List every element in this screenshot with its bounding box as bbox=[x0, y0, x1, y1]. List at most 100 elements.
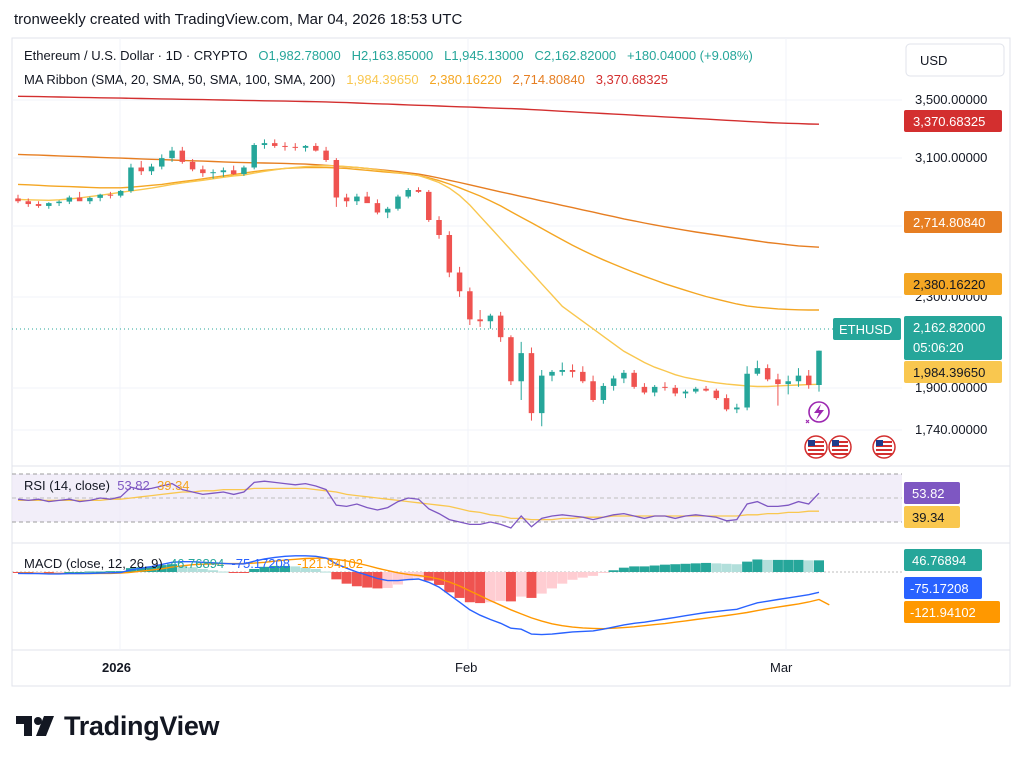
ma100-price-label: 2,714.80840 bbox=[904, 211, 1002, 233]
candle-body bbox=[436, 220, 442, 235]
candle-body bbox=[230, 170, 237, 175]
candle-body bbox=[764, 368, 771, 380]
event-us-flag-icon[interactable] bbox=[828, 435, 852, 459]
candle-body bbox=[610, 378, 617, 386]
macd-histogram-bar bbox=[167, 564, 178, 572]
event-us-flag-icon[interactable] bbox=[872, 435, 896, 459]
macd-histogram-bar bbox=[115, 571, 126, 573]
macd-histogram-bar bbox=[187, 567, 198, 572]
macd-histogram-bar bbox=[814, 560, 824, 572]
signal-value-text: -121.94102 bbox=[910, 605, 976, 620]
rsi-name: RSI (14, close) bbox=[24, 478, 110, 493]
macd-histogram-bar bbox=[659, 564, 670, 572]
candle-body bbox=[569, 370, 576, 372]
candle-body bbox=[179, 150, 186, 162]
tradingview-logo[interactable]: TradingView bbox=[16, 706, 220, 746]
change-value: +180.04000 (+9.08%) bbox=[627, 48, 753, 63]
ma100-price-text: 2,714.80840 bbox=[913, 215, 985, 230]
macd-hist-value-text: 46.76894 bbox=[912, 553, 966, 568]
macd-histogram-bar bbox=[505, 572, 516, 602]
candle-body bbox=[354, 196, 360, 202]
macd-histogram-bar bbox=[269, 565, 280, 572]
macd-histogram-bar bbox=[43, 572, 54, 573]
time-axis[interactable]: 2026 Feb Mar bbox=[102, 660, 793, 675]
candle-body bbox=[446, 235, 453, 273]
time-label: Mar bbox=[770, 660, 793, 675]
macd-histogram-bar bbox=[639, 566, 650, 572]
macd-histogram-bar bbox=[711, 563, 722, 572]
macd-histogram-bar bbox=[33, 572, 44, 573]
candle-body bbox=[703, 388, 709, 391]
signal-legend-value: -121.94102 bbox=[297, 556, 363, 571]
ma200-legend-value: 3,370.68325 bbox=[595, 72, 668, 87]
macd-histogram-bar bbox=[618, 567, 629, 572]
macd-histogram-bar bbox=[331, 572, 342, 580]
macd-histogram-bar bbox=[536, 572, 547, 594]
ma-ribbon-legend[interactable]: MA Ribbon (SMA, 20, SMA, 50, SMA, 100, S… bbox=[24, 72, 668, 87]
candle-body bbox=[251, 145, 257, 168]
candle-body bbox=[333, 160, 340, 198]
rsi-legend[interactable]: RSI (14, close) 53.82 39.34 bbox=[24, 478, 190, 493]
macd-histogram-bar bbox=[670, 564, 681, 572]
macd-histogram-bar bbox=[95, 571, 106, 573]
macd-histogram-bar bbox=[516, 572, 527, 597]
candle-body bbox=[426, 191, 432, 220]
candle-body bbox=[261, 143, 268, 145]
time-label: 2026 bbox=[102, 660, 131, 675]
price-axis[interactable]: 3,500.00000 3,100.00000 2,300.00000 1,90… bbox=[915, 92, 987, 437]
candle-body bbox=[87, 197, 93, 202]
indicator-lines bbox=[17, 480, 830, 636]
candle-body bbox=[374, 203, 381, 213]
macd-histogram-bar bbox=[228, 572, 239, 573]
candle-body bbox=[600, 385, 607, 400]
last-price-text: 2,162.82000 bbox=[913, 320, 985, 335]
macd-histogram-bar bbox=[464, 572, 475, 603]
candle-body bbox=[590, 381, 596, 400]
candle-body bbox=[631, 372, 637, 387]
candle-body bbox=[323, 150, 329, 160]
candle-body bbox=[241, 167, 247, 175]
event-lightning-icon[interactable] bbox=[805, 401, 830, 424]
tradingview-logo-text: TradingView bbox=[64, 710, 220, 741]
low-value: L1,945.13000 bbox=[444, 48, 524, 63]
macd-line bbox=[17, 555, 820, 636]
candlestick-series bbox=[15, 139, 822, 427]
candle-body bbox=[549, 371, 555, 376]
attribution-text: tronweekly created with TradingView.com,… bbox=[14, 11, 463, 28]
symbol-legend[interactable]: Ethereum / U.S. Dollar · 1D · CRYPTO O1,… bbox=[24, 48, 753, 63]
candle-body bbox=[405, 190, 411, 197]
ma20-line bbox=[17, 164, 820, 388]
currency-selector[interactable]: USD bbox=[905, 43, 1005, 77]
currency-label: USD bbox=[920, 53, 947, 68]
macd-histogram-bar bbox=[783, 559, 794, 572]
macd-value-label: -75.17208 bbox=[904, 577, 982, 599]
macd-histogram-bar bbox=[721, 563, 732, 572]
candle-body bbox=[723, 398, 730, 410]
macd-histogram-bar bbox=[598, 572, 609, 573]
candle-body bbox=[138, 167, 144, 172]
ma20-price-text: 1,984.39650 bbox=[913, 365, 985, 380]
price-tick: 3,500.00000 bbox=[915, 92, 987, 107]
macd-legend[interactable]: MACD (close, 12, 26, 9) 46.76894 -75.172… bbox=[24, 556, 363, 571]
macd-histogram-bar bbox=[608, 570, 619, 572]
macd-histogram-bar bbox=[680, 563, 691, 572]
rsi-ma-value-text: 39.34 bbox=[912, 510, 945, 525]
candle-body bbox=[220, 170, 227, 173]
macd-histogram-bar bbox=[280, 565, 290, 572]
candle-body bbox=[66, 197, 73, 202]
ma50-legend-value: 2,380.16220 bbox=[429, 72, 502, 87]
candle-body bbox=[395, 196, 401, 209]
candle-body bbox=[200, 169, 206, 174]
candle-body bbox=[508, 337, 514, 382]
ma-ribbon-name: MA Ribbon (SMA, 20, SMA, 50, SMA, 100, S… bbox=[24, 72, 336, 87]
candle-body bbox=[467, 291, 473, 320]
candle-body bbox=[271, 143, 278, 146]
price-tick: 1,900.00000 bbox=[915, 380, 987, 395]
macd-histogram-bar bbox=[557, 572, 568, 584]
macd-histogram-bar bbox=[752, 559, 763, 572]
event-us-flag-icon[interactable] bbox=[804, 435, 828, 459]
macd-histogram-bar bbox=[588, 572, 599, 576]
macd-hist-legend-value: 46.76894 bbox=[169, 556, 225, 571]
price-tick: 1,740.00000 bbox=[915, 422, 987, 437]
candle-body bbox=[559, 370, 566, 372]
